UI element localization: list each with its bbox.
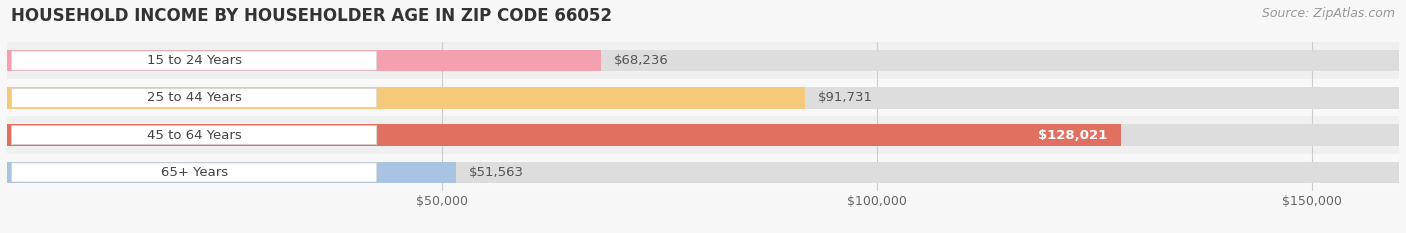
Text: $91,731: $91,731 <box>818 91 873 104</box>
FancyBboxPatch shape <box>11 126 377 145</box>
Text: $128,021: $128,021 <box>1039 129 1108 142</box>
Bar <box>7 162 456 183</box>
Bar <box>7 79 1399 116</box>
Bar <box>7 50 1399 71</box>
Bar <box>7 50 600 71</box>
Text: 65+ Years: 65+ Years <box>160 166 228 179</box>
Text: 25 to 44 Years: 25 to 44 Years <box>146 91 242 104</box>
FancyBboxPatch shape <box>11 88 377 107</box>
Text: HOUSEHOLD INCOME BY HOUSEHOLDER AGE IN ZIP CODE 66052: HOUSEHOLD INCOME BY HOUSEHOLDER AGE IN Z… <box>11 7 612 25</box>
Text: 15 to 24 Years: 15 to 24 Years <box>146 54 242 67</box>
FancyBboxPatch shape <box>11 163 377 182</box>
Bar <box>7 154 1399 191</box>
Bar <box>7 42 1399 79</box>
Text: Source: ZipAtlas.com: Source: ZipAtlas.com <box>1261 7 1395 20</box>
FancyBboxPatch shape <box>11 51 377 70</box>
Bar <box>7 162 1399 183</box>
Bar <box>7 124 1121 146</box>
Text: 45 to 64 Years: 45 to 64 Years <box>146 129 242 142</box>
Text: $68,236: $68,236 <box>613 54 668 67</box>
Text: $51,563: $51,563 <box>468 166 523 179</box>
Bar <box>7 87 806 109</box>
Bar <box>7 124 1399 146</box>
Bar <box>7 87 1399 109</box>
Bar <box>7 116 1399 154</box>
